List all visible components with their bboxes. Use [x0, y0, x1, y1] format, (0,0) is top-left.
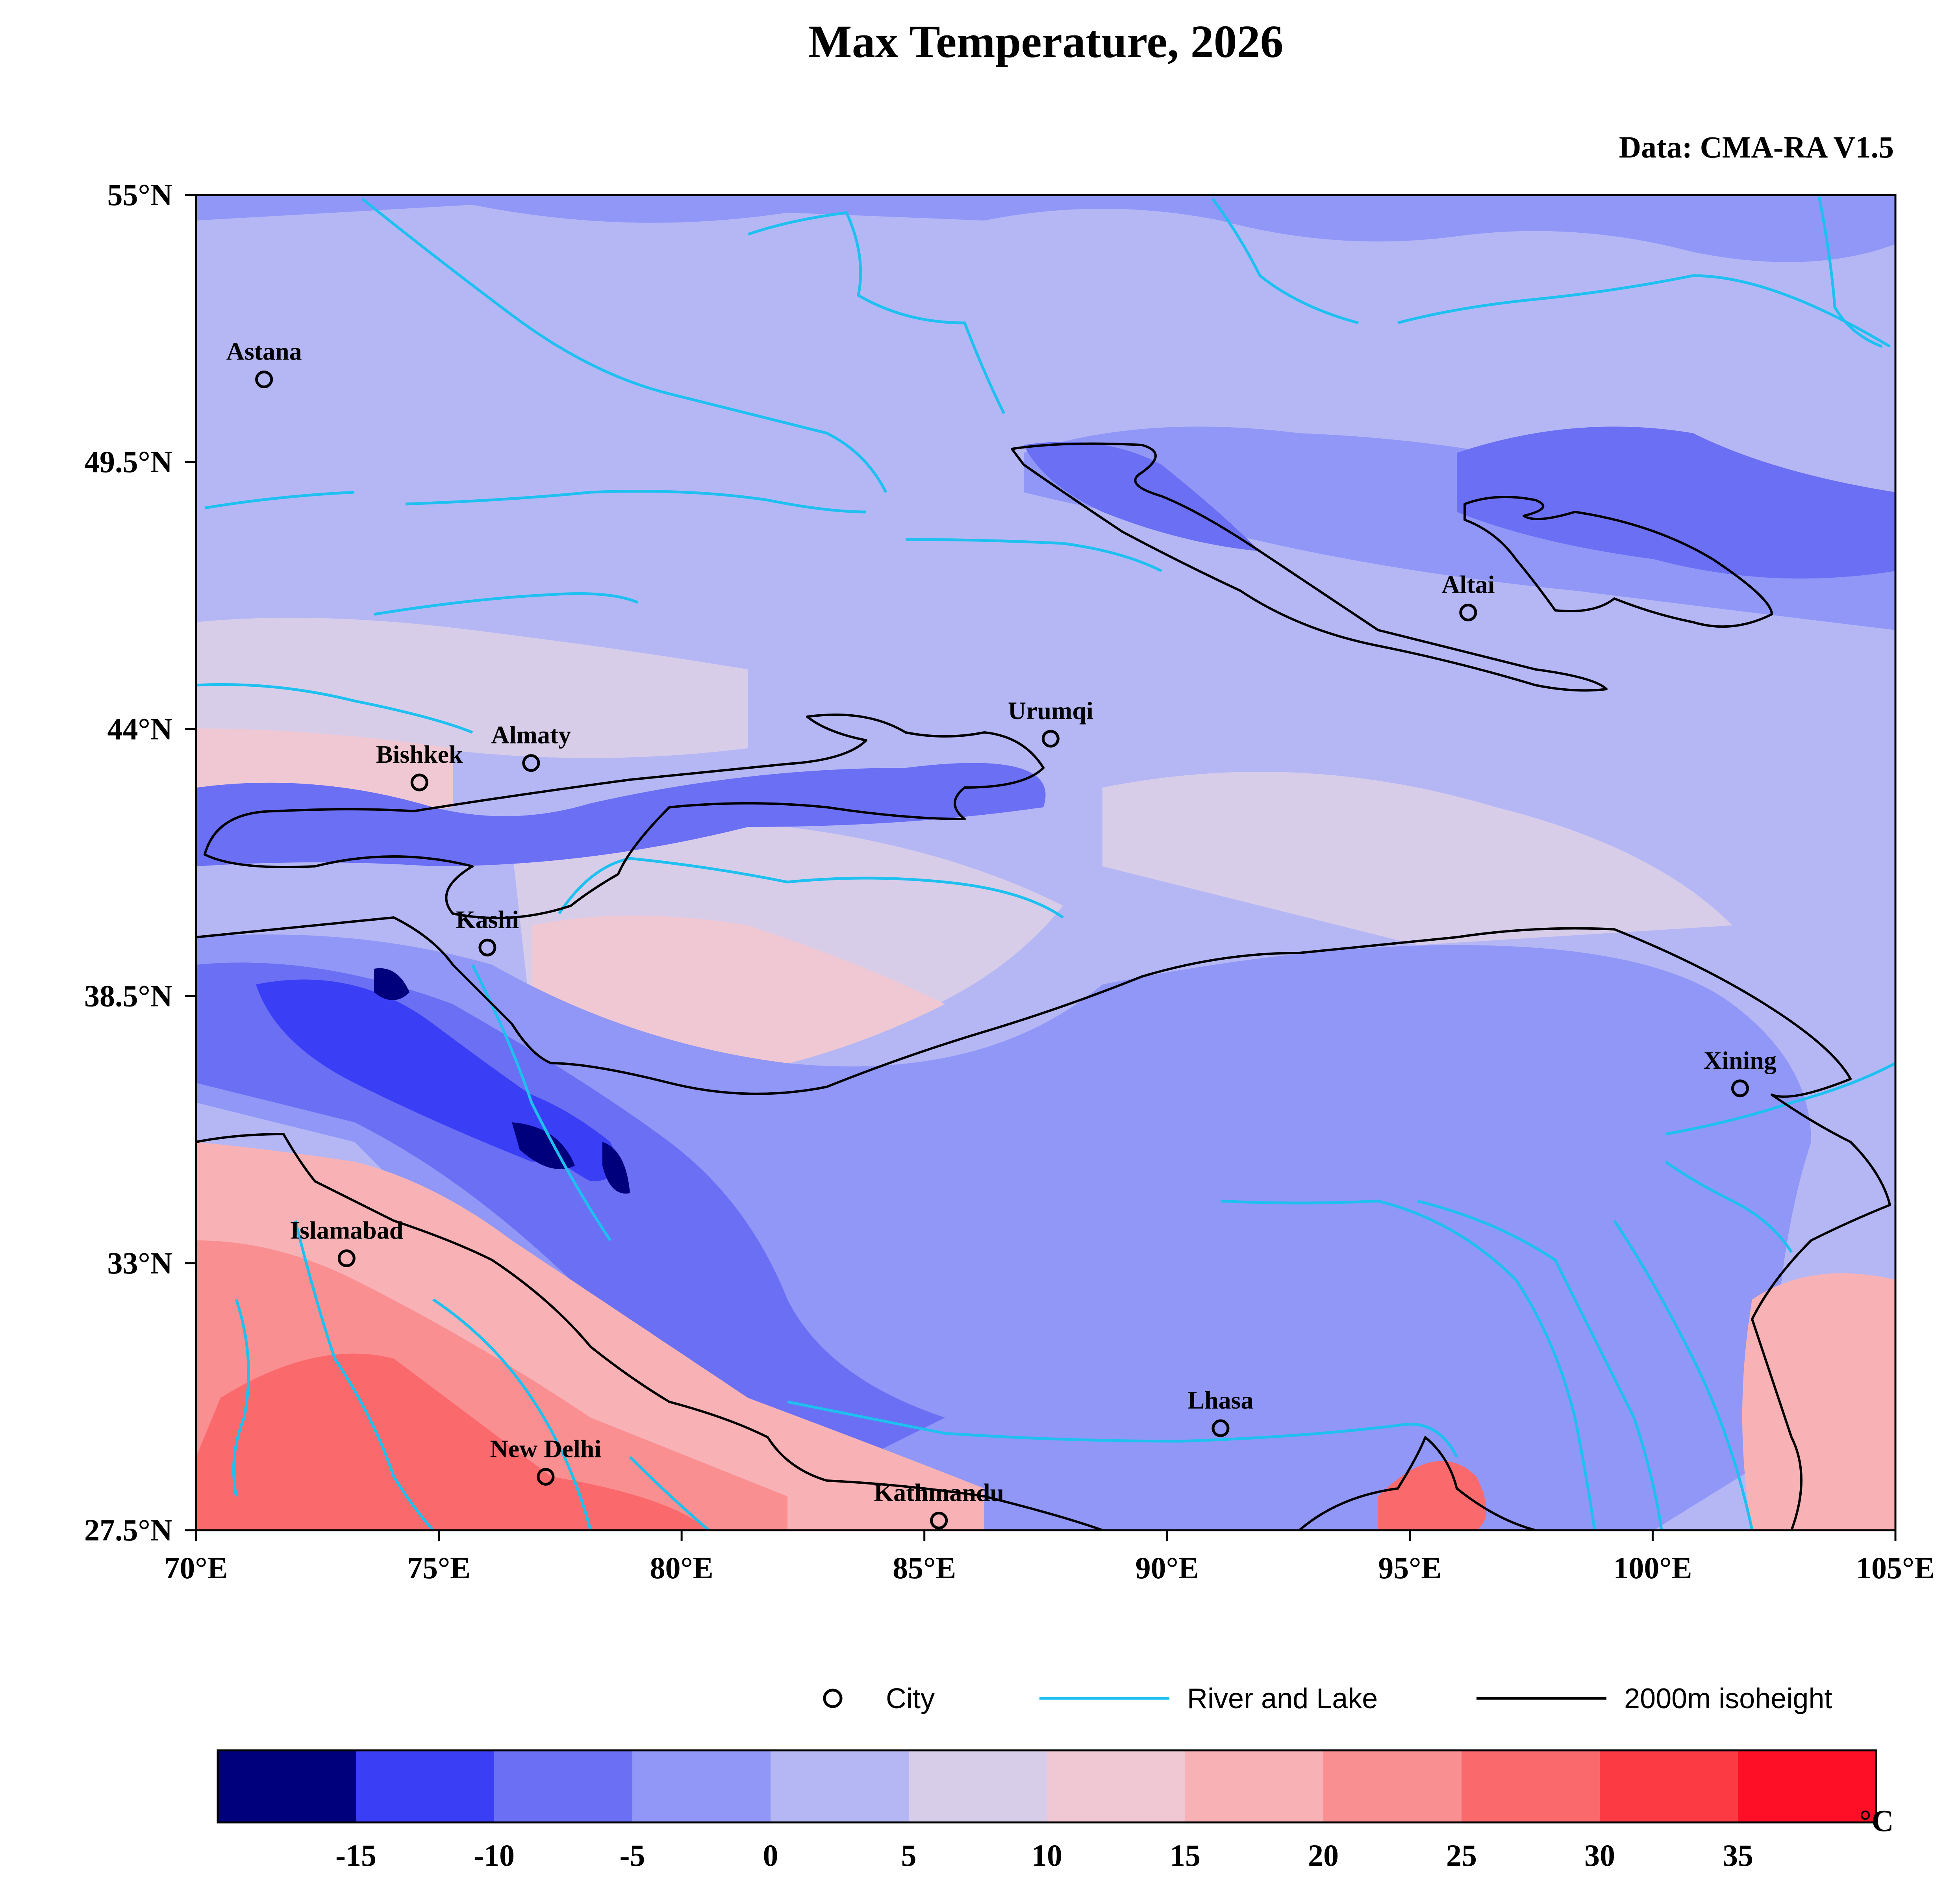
city-marker	[1731, 1079, 1749, 1097]
lon-tick-label: 85°E	[893, 1551, 956, 1585]
latitude-axis: 55°N 49.5°N 44°N 38.5°N 33°N 27.5°N	[84, 178, 196, 1547]
city-marker	[1212, 1419, 1230, 1437]
lon-tick-label: 75°E	[407, 1551, 471, 1585]
colorbar-tick-label: 25	[1446, 1838, 1477, 1872]
colorbar-tick-label: 10	[1032, 1838, 1062, 1872]
colorbar-tick-label: 15	[1170, 1838, 1200, 1872]
lat-tick-label: 49.5°N	[84, 445, 172, 479]
city-marker	[1041, 730, 1060, 748]
lat-tick-label: 33°N	[107, 1246, 172, 1280]
isoheight-2000m	[196, 442, 1891, 1530]
colorbar-tick-label: 5	[901, 1838, 917, 1872]
lat-tick-label: 44°N	[107, 712, 172, 746]
data-source: Data: CMA-RA V1.5	[1619, 130, 1894, 164]
lon-tick-label: 90°E	[1136, 1551, 1199, 1585]
city-label: Kathmandu	[874, 1478, 1004, 1506]
colorbar: -15 -10 -5 0 5 10 15 20 25 30 35	[217, 1749, 1877, 1872]
colorbar-tick-label: 35	[1723, 1838, 1753, 1872]
colorbar-tick-label: -15	[335, 1838, 376, 1872]
colorbar-swatch	[356, 1750, 495, 1822]
legend-city-label: City	[886, 1683, 935, 1714]
colorbar-tick-label: 0	[763, 1838, 778, 1872]
city-label: Altai	[1441, 570, 1495, 598]
colorbar-swatch	[1600, 1750, 1738, 1822]
city-label: Almaty	[491, 721, 571, 749]
lon-tick-label: 80°E	[650, 1551, 713, 1585]
colorbar-swatch	[1738, 1750, 1877, 1822]
city-markers: Astana Almaty Bishkek Urumqi Altai Kashi Xinin…	[226, 337, 1777, 1529]
lon-tick-label: 105°E	[1856, 1551, 1935, 1585]
map-legend: City River and Lake 2000m isoheight	[823, 1683, 1832, 1714]
city-label: Kashi	[456, 905, 519, 933]
city-label: Astana	[226, 337, 302, 365]
colorbar-swatch	[632, 1750, 771, 1822]
map-frame	[195, 194, 1897, 1531]
map-title: Max Temperature, 2026	[808, 16, 1283, 67]
lat-tick-label: 27.5°N	[84, 1513, 172, 1547]
city-marker	[522, 754, 540, 772]
city-marker	[255, 371, 273, 389]
city-label: New Delhi	[490, 1435, 602, 1462]
colorbar-swatch	[771, 1750, 909, 1822]
legend-river-label: River and Lake	[1187, 1683, 1378, 1714]
city-label: Lhasa	[1187, 1386, 1253, 1414]
city-label: Bishkek	[376, 740, 463, 768]
colorbar-swatch	[494, 1750, 633, 1822]
longitude-axis: 70°E 75°E 80°E 85°E 90°E 95°E 100°E 105°E	[164, 1530, 1935, 1585]
city-label: Islamabad	[290, 1216, 403, 1244]
lat-tick-label: 55°N	[107, 178, 172, 212]
lon-tick-label: 95°E	[1378, 1551, 1441, 1585]
colorbar-unit: °C	[1859, 1803, 1894, 1838]
colorbar-swatch	[1047, 1750, 1186, 1822]
colorbar-tick-label: -5	[620, 1838, 645, 1872]
city-marker	[930, 1511, 948, 1529]
city-marker	[410, 773, 428, 791]
city-marker	[478, 938, 496, 956]
lon-tick-label: 100°E	[1613, 1551, 1692, 1585]
colorbar-tick-label: 30	[1584, 1838, 1615, 1872]
colorbar-tick-label: -10	[474, 1838, 515, 1872]
city-marker	[537, 1468, 555, 1486]
river-network	[196, 196, 1895, 1530]
colorbar-tick-label: 20	[1308, 1838, 1339, 1872]
colorbar-swatch	[1185, 1750, 1324, 1822]
colorbar-swatch	[1323, 1750, 1462, 1822]
city-marker	[337, 1249, 356, 1267]
lat-tick-label: 38.5°N	[84, 979, 172, 1013]
colorbar-frame	[217, 1749, 1877, 1824]
city-marker-icon	[823, 1689, 843, 1708]
city-marker	[1459, 603, 1477, 621]
colorbar-swatch	[218, 1750, 356, 1822]
legend-isoheight-label: 2000m isoheight	[1624, 1683, 1832, 1714]
city-label: Urumqi	[1008, 697, 1093, 725]
colorbar-swatch	[909, 1750, 1047, 1822]
city-label: Xining	[1704, 1046, 1777, 1074]
lon-tick-label: 70°E	[164, 1551, 228, 1585]
colorbar-swatch	[1462, 1750, 1600, 1822]
